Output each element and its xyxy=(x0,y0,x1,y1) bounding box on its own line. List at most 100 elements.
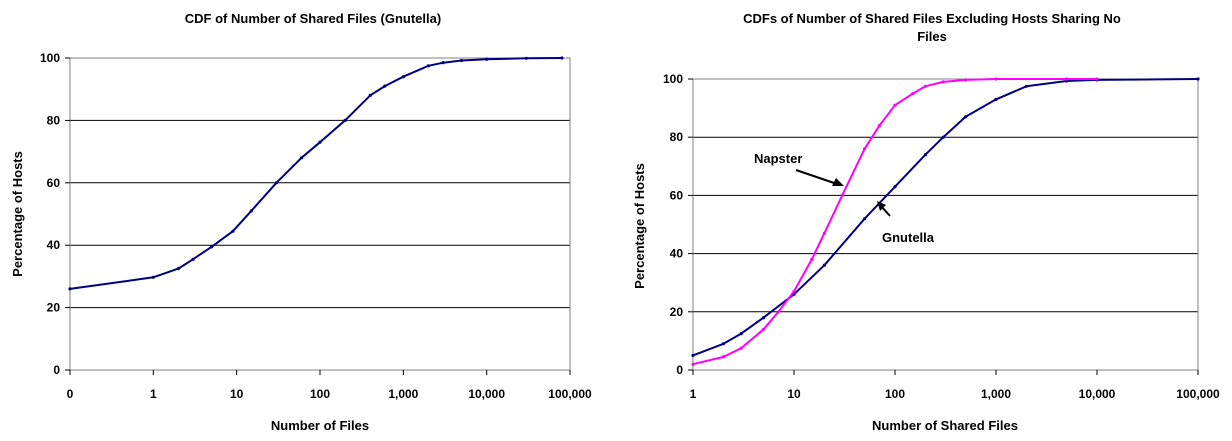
chart-panel-right: CDFs of Number of Shared Files Excluding… xyxy=(616,0,1232,436)
data-point xyxy=(994,97,998,101)
y-tick-label: 20 xyxy=(47,301,61,315)
x-axis-title: Number of Shared Files xyxy=(872,418,1018,433)
data-point xyxy=(176,267,180,271)
data-point xyxy=(299,156,304,160)
y-axis-title: Percentage of Hosts xyxy=(10,151,25,277)
x-tick-label: 100,000 xyxy=(548,387,592,401)
y-tick-label: 40 xyxy=(670,247,684,261)
y-tick-label: 80 xyxy=(47,113,61,127)
data-point xyxy=(822,263,826,267)
data-point xyxy=(810,257,814,261)
series-group xyxy=(68,56,564,291)
data-point xyxy=(776,310,780,314)
plot-area-border xyxy=(69,57,571,371)
y-tick-label: 20 xyxy=(670,305,684,319)
napster-arrow-head xyxy=(832,178,844,186)
data-point xyxy=(691,362,695,366)
data-point xyxy=(383,84,387,88)
data-point xyxy=(560,56,564,60)
annotation-napster: Napster xyxy=(754,151,802,166)
data-point xyxy=(318,140,322,144)
x-tick-label: 1 xyxy=(690,387,697,401)
x-tick-labels: 0 1 10 100 1,000 10,000 100,000 xyxy=(67,370,592,401)
chart-title-line-2: Files xyxy=(917,29,947,44)
y-tick-label: 40 xyxy=(47,238,61,252)
x-tick-label: 100 xyxy=(310,387,330,401)
data-point xyxy=(863,147,867,151)
data-point xyxy=(231,229,235,233)
chart-svg-right: CDFs of Number of Shared Files Excluding… xyxy=(632,11,1220,433)
y-tick-labels: 0 20 40 60 80 100 xyxy=(663,72,693,377)
data-point xyxy=(863,217,867,221)
x-tick-label: 1 xyxy=(150,387,157,401)
x-axis-title: Number of Files xyxy=(271,418,369,433)
x-tick-label: 100 xyxy=(885,387,905,401)
data-point xyxy=(893,103,897,107)
data-point xyxy=(721,355,725,359)
data-point xyxy=(1196,77,1200,81)
x-tick-label: 10,000 xyxy=(1079,387,1116,401)
data-point xyxy=(191,257,195,261)
data-point xyxy=(941,135,945,139)
gridlines xyxy=(693,136,1198,313)
y-tick-label: 80 xyxy=(670,130,684,144)
data-point xyxy=(274,181,278,185)
data-point xyxy=(762,316,766,320)
data-point xyxy=(426,64,430,68)
data-point xyxy=(1065,77,1069,81)
data-point xyxy=(343,118,347,122)
data-point xyxy=(721,342,725,346)
y-tick-labels: 0 20 40 60 80 100 xyxy=(40,51,70,377)
x-tick-label: 10,000 xyxy=(468,387,505,401)
napster-arrow-line xyxy=(795,169,841,186)
data-point xyxy=(1095,77,1099,81)
data-point xyxy=(964,78,968,82)
data-point xyxy=(911,92,915,96)
data-point xyxy=(401,75,405,79)
x-tick-label: 1,000 xyxy=(981,387,1011,401)
data-point xyxy=(691,353,695,357)
data-point xyxy=(485,57,489,61)
data-point xyxy=(1024,84,1028,88)
chart-panel-left: CDF of Number of Shared Files (Gnutella)… xyxy=(0,0,610,436)
chart-title-line-1: CDFs of Number of Shared Files Excluding… xyxy=(743,11,1121,26)
data-point xyxy=(893,185,897,189)
data-point xyxy=(994,77,998,81)
series-line-gnutella xyxy=(692,78,1199,357)
y-axis-title: Percentage of Hosts xyxy=(632,163,647,289)
x-tick-labels: 1 10 100 1,000 10,000 100,000 xyxy=(690,370,1220,401)
gnutella-arrow-head xyxy=(877,201,886,211)
data-point xyxy=(923,84,927,88)
y-tick-label: 0 xyxy=(53,363,60,377)
data-point xyxy=(941,80,945,84)
y-tick-label: 100 xyxy=(40,51,60,65)
data-point xyxy=(762,327,766,331)
data-point xyxy=(460,58,464,63)
data-point xyxy=(739,346,743,350)
data-point xyxy=(877,124,881,128)
x-tick-label: 10 xyxy=(230,387,244,401)
y-tick-label: 100 xyxy=(663,72,683,86)
data-point xyxy=(441,61,445,65)
chart-svg-left: CDF of Number of Shared Files (Gnutella)… xyxy=(10,11,592,433)
data-point xyxy=(792,289,796,293)
series-group xyxy=(691,77,1200,366)
data-point xyxy=(249,209,253,213)
data-point xyxy=(368,93,372,97)
series-line-napster xyxy=(692,78,1097,366)
x-tick-label: 0 xyxy=(67,387,74,401)
y-tick-label: 0 xyxy=(676,363,683,377)
data-point xyxy=(739,332,743,336)
y-tick-label: 60 xyxy=(47,176,61,190)
data-point xyxy=(923,153,927,157)
annotation-gnutella: Gnutella xyxy=(882,230,935,245)
data-point xyxy=(822,231,826,235)
data-point xyxy=(524,56,529,60)
x-tick-label: 100,000 xyxy=(1176,387,1220,401)
x-tick-label: 1,000 xyxy=(388,387,418,401)
gridlines xyxy=(70,119,570,309)
y-tick-label: 60 xyxy=(670,188,684,202)
x-tick-label: 10 xyxy=(787,387,801,401)
data-point xyxy=(68,287,72,291)
data-point xyxy=(840,193,844,197)
